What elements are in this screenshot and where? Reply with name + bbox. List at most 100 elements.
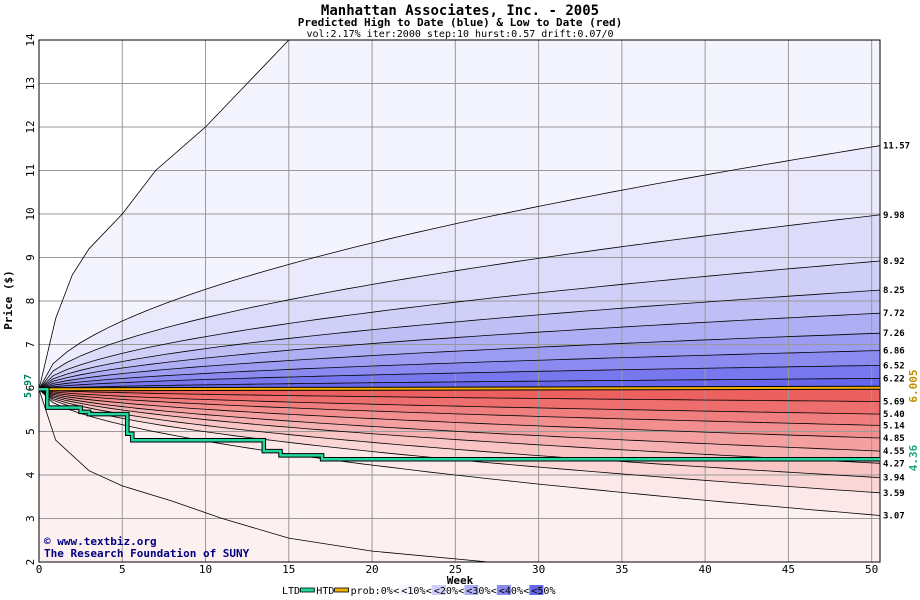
legend-entry-label: <50%: [531, 586, 555, 597]
x-tick-label: 5: [119, 563, 126, 576]
y-tick-label: 12: [24, 120, 37, 133]
htd-end-label: 6.005: [907, 369, 920, 402]
band-line-lower-1: [38, 388, 881, 415]
legend-entry-lt: <: [458, 586, 464, 597]
band-upper-6: [39, 350, 880, 390]
band-end-label: 3.94: [883, 474, 905, 484]
band-line-upper-6: [38, 350, 881, 390]
outer-upper-line: [38, 39, 290, 390]
y-tick-label: 8: [24, 298, 37, 305]
band-end-label: 8.25: [883, 286, 905, 296]
x-tick-label: 25: [449, 563, 462, 576]
band-line-lower-5: [38, 388, 881, 464]
band-line-lower-2: [38, 388, 881, 426]
band-upper-5: [39, 333, 880, 390]
band-end-label: 7.26: [883, 329, 905, 339]
legend-entry-label: <10%: [401, 586, 425, 597]
band-end-label: 3.07: [883, 511, 905, 521]
band-lower-0: [39, 387, 880, 402]
legend-entry-lt: <: [491, 586, 497, 597]
y-tick-label: 3: [24, 515, 37, 522]
band-end-label: 6.86: [883, 347, 905, 357]
x-tick-label: 40: [699, 563, 712, 576]
band-upper-2: [39, 261, 880, 390]
band-end-label: 11.57: [883, 142, 910, 152]
y-tick-label: 5: [24, 428, 37, 435]
band-lower-5: [39, 389, 880, 464]
band-lower-3: [39, 389, 880, 438]
outer-lower-line: [38, 389, 880, 563]
ltd-line: [39, 388, 880, 461]
y-axis-label: Price ($): [2, 270, 15, 330]
legend-swatch: [464, 585, 479, 595]
plot-frame: [38, 39, 881, 563]
legend-swatch: [496, 585, 511, 595]
band-upper-1: [39, 214, 880, 390]
band-end-label: 4.55: [883, 447, 905, 457]
band-end-label: 6.22: [883, 374, 905, 384]
band-end-label: 5.40: [883, 410, 905, 420]
htd-line: [38, 386, 881, 391]
legend-entry-label: <20%: [434, 586, 458, 597]
legend-swatch: [529, 585, 544, 595]
legend-entry-label: <40%: [499, 586, 523, 597]
legend-swatch: [431, 585, 446, 595]
legend-htd-swatch: [334, 587, 350, 593]
band-end-label: 9.98: [883, 211, 905, 221]
y-tick-label: 6: [24, 385, 37, 392]
band-upper-3: [39, 290, 880, 390]
band-line-upper-7: [38, 365, 881, 390]
band-lower-8: [39, 389, 880, 516]
band-end-label: 5.14: [883, 421, 905, 431]
band-end-label: 5.69: [883, 397, 905, 407]
credit-site: © www.textbiz.org: [44, 535, 157, 548]
band-line-lower-6: [38, 388, 881, 478]
band-line-upper-5: [38, 332, 881, 390]
x-tick-label: 35: [615, 563, 628, 576]
y-tick-label: 10: [24, 207, 37, 220]
legend-entry-lt: <: [523, 586, 529, 597]
chart-title: Manhattan Associates, Inc. - 2005: [321, 3, 599, 19]
x-tick-label: 30: [532, 563, 545, 576]
band-end-label: 4.27: [883, 459, 905, 469]
x-tick-label: 20: [365, 563, 378, 576]
y-tick-label: 2: [24, 559, 37, 566]
band-line-upper-1: [38, 214, 881, 390]
band-line-upper-4: [38, 312, 881, 390]
legend-htd-label: HTD: [316, 586, 334, 597]
x-tick-label: 50: [865, 563, 878, 576]
band-end-label: 7.72: [883, 309, 905, 319]
band-upper-7: [39, 365, 880, 390]
band-line-upper-8: [38, 378, 881, 390]
ltd-end-label: 4.36: [907, 444, 920, 471]
legend-entry-label: <30%: [466, 586, 490, 597]
y-tick-label: 14: [24, 33, 37, 47]
band-lower-6: [39, 389, 880, 478]
band-lower-4: [39, 389, 880, 452]
series-lines: [38, 39, 881, 563]
band-end-label: 8.92: [883, 257, 905, 267]
band-line-lower-4: [38, 388, 881, 452]
y-tick-label: 4: [24, 471, 37, 478]
band-end-label: 6.52: [883, 361, 905, 371]
band-line-lower-8: [38, 389, 881, 516]
x-tick-label: 0: [36, 563, 43, 576]
legend-prob-label: prob:0%: [351, 586, 393, 597]
band-lower-1: [39, 389, 880, 415]
band-line-lower-0: [38, 388, 881, 402]
legend-ltd-swatch: [299, 587, 315, 593]
legend: LTD HTD prob:0% < <10% < <20% < <30% < <40% < <50%: [282, 585, 555, 597]
legend-swatch: [399, 585, 414, 595]
y-tick-label: 7: [24, 341, 37, 348]
chart-params: vol:2.17% iter:2000 step:10 hurst:0.57 d…: [306, 29, 613, 40]
band-end-label: 3.59: [883, 489, 905, 499]
legend-ltd-label: LTD: [282, 586, 300, 597]
band-line-lower-3: [38, 388, 881, 439]
start-price-label: 5.97: [23, 374, 34, 398]
legend-entry-lt: <: [393, 586, 399, 597]
band-lower-2: [39, 389, 880, 426]
band-upper-4: [39, 313, 880, 390]
y-tick-label: 13: [24, 77, 37, 90]
y-tick-label: 9: [24, 254, 37, 261]
